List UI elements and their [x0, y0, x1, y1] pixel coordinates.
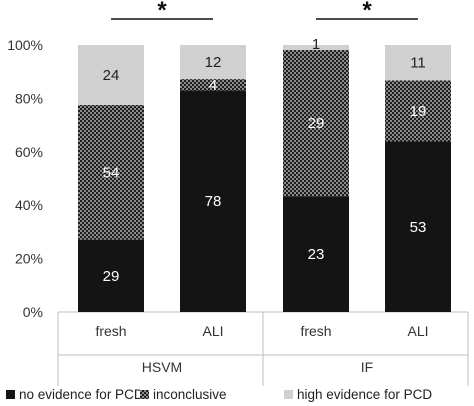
data-label: 24: [103, 67, 120, 84]
significance-markers: * *: [111, 0, 418, 24]
data-label: 29: [103, 268, 120, 285]
y-tick-label: 20%: [15, 251, 43, 267]
bar-segment: [180, 79, 246, 91]
bars: 29 54 24 78 4 12 23 29 1 53 19 11: [78, 36, 451, 312]
data-label: 12: [205, 54, 222, 71]
group-label: HSVM: [142, 359, 182, 375]
significance-star: *: [362, 0, 372, 24]
bar-segment: [385, 45, 451, 81]
group-label: IF: [361, 359, 373, 375]
bar-segment: [78, 239, 144, 312]
y-tick-label: 80%: [15, 90, 43, 106]
x-tick-label: fresh: [300, 323, 331, 339]
data-label: 53: [410, 219, 427, 236]
bar-segment: [283, 196, 349, 312]
bar-segment: [385, 80, 451, 142]
data-label: 4: [209, 77, 217, 94]
legend-label: high evidence for PCD: [297, 387, 432, 402]
y-tick-label: 60%: [15, 144, 43, 160]
bar-segment: [78, 104, 144, 240]
legend-label: no evidence for PCD: [19, 387, 144, 402]
x-tick-label: fresh: [95, 323, 126, 339]
data-label: 54: [103, 164, 120, 181]
x-tick-label: ALI: [202, 323, 223, 339]
legend-label: inconclusive: [153, 387, 227, 402]
y-tick-label: 100%: [7, 37, 43, 53]
data-label: 29: [308, 115, 325, 132]
legend: no evidence for PCD inconclusive high evid…: [6, 387, 432, 402]
data-label: 11: [410, 55, 426, 72]
bar-segment: [283, 50, 349, 197]
bar-segment: [180, 45, 246, 80]
bar-segment: [385, 141, 451, 312]
bar-segment: [180, 90, 246, 312]
data-label: 78: [205, 193, 222, 210]
x-tick-label: ALI: [407, 323, 428, 339]
legend-swatch: [140, 390, 149, 399]
significance-star: *: [157, 0, 167, 24]
y-tick-label: 0%: [23, 304, 43, 320]
data-label: 1: [312, 36, 320, 53]
legend-swatch: [284, 390, 293, 399]
y-tick-label: 40%: [15, 197, 43, 213]
legend-swatch: [6, 390, 15, 399]
data-label: 23: [308, 246, 325, 263]
data-label: 19: [410, 103, 427, 120]
bar-segment: [283, 45, 349, 51]
bar-segment: [78, 45, 144, 105]
